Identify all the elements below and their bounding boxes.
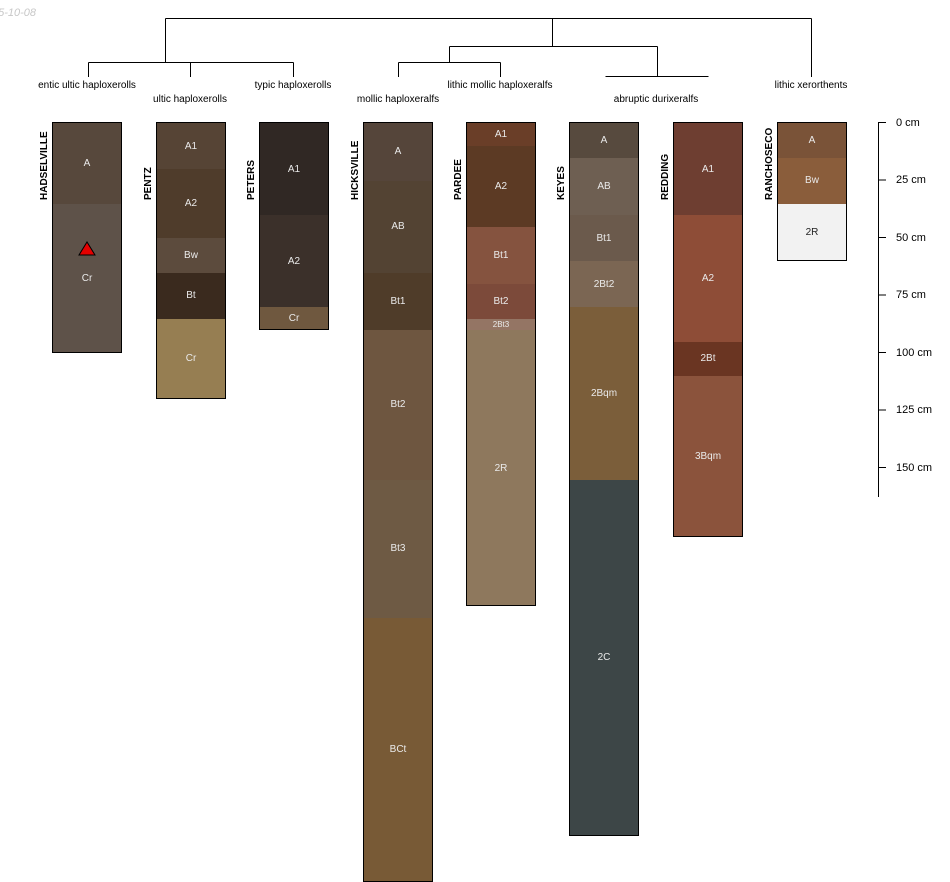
depth-tick-label: 100 cm <box>896 347 932 359</box>
depth-tick-label: 75 cm <box>896 289 926 301</box>
depth-tick-label: 50 cm <box>896 232 926 244</box>
depth-tick-label: 25 cm <box>896 174 926 186</box>
depth-tick-label: 125 cm <box>896 404 932 416</box>
horizon-bt3: Bt3 <box>364 480 432 619</box>
depth-tick-label: 0 cm <box>896 117 920 129</box>
horizon-2c: 2C <box>570 480 638 837</box>
horizon-bct: BCt <box>364 618 432 882</box>
depth-tick-label: 150 cm <box>896 462 932 474</box>
depth-axis <box>0 0 950 500</box>
